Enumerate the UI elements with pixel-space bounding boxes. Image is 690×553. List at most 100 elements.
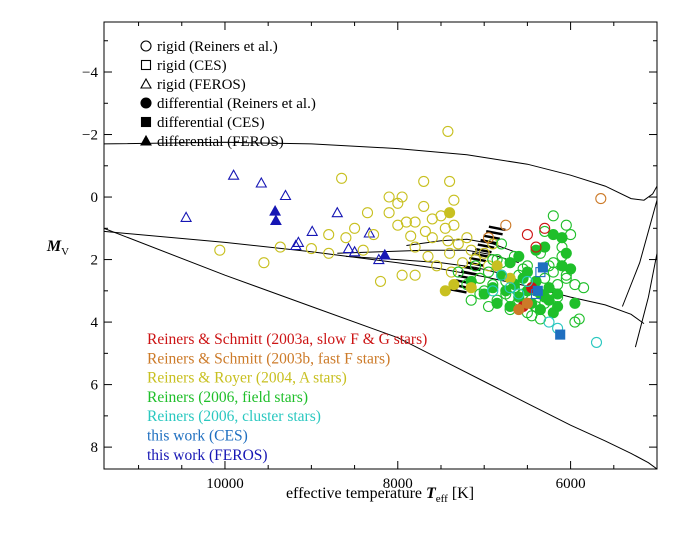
band-stripe <box>477 243 495 249</box>
feros-rigid-point <box>255 176 268 188</box>
rr2004-rigid-point <box>214 244 226 256</box>
cluster-rigid-point <box>521 275 533 287</box>
legend-marker-circle-filled <box>140 97 152 109</box>
r2006-field-rigid-point <box>482 266 495 278</box>
feros-diff-point <box>269 204 282 216</box>
r2006-field-diff-point <box>560 247 572 259</box>
rr2004-rigid-point <box>461 232 473 244</box>
rr2004-rigid-point <box>274 241 286 253</box>
legend-marker-square-filled <box>140 116 152 128</box>
feros-rigid-point <box>342 242 355 254</box>
curve-main-sequence <box>104 227 657 469</box>
rr2004-rigid-point <box>349 222 361 234</box>
y-axis-title-symbol: M <box>46 238 62 255</box>
rr2004-rigid-point <box>431 260 443 272</box>
r2006-field-rigid-point <box>547 210 559 222</box>
rr2004-rigid-point <box>478 247 490 259</box>
cluster-rigid-point <box>504 282 516 294</box>
rr2004-rigid-point <box>405 230 417 242</box>
rr2004-rigid-point <box>396 191 408 203</box>
r2006-field-diff-point <box>491 297 503 309</box>
rs2003b-diff-point <box>513 304 525 316</box>
legend-marker-label: rigid (CES) <box>157 58 227 74</box>
y-tick-label: 8 <box>91 440 99 456</box>
source-legend-ces: this work (CES) <box>147 428 248 445</box>
feros-rigid-point <box>348 245 361 257</box>
r2006-field-diff-point <box>552 288 564 300</box>
rr2004-rigid-point <box>323 229 335 241</box>
feros-rigid-point <box>227 169 240 180</box>
rr2004-rigid-point <box>465 244 477 256</box>
x-axis-title: effective temperature Teff [K] <box>286 485 474 505</box>
r2006-field-rigid-point <box>465 294 477 306</box>
ces-diff-point <box>555 329 566 340</box>
x-axis-title-suffix: [K] <box>448 485 474 502</box>
rs2003b-rigid-point <box>595 193 607 205</box>
r2006-field-rigid-point <box>452 266 464 278</box>
r2006-field-rigid-point <box>578 282 590 294</box>
r2006-field-diff-point <box>534 304 546 316</box>
cluster-rigid-point <box>495 269 508 281</box>
y-axis-title-sub: V <box>61 246 69 258</box>
rr2004-rigid-point <box>426 232 438 244</box>
rr2004-rigid-point <box>457 257 469 269</box>
rr2004-rigid-point <box>340 232 352 244</box>
x-axis-title-symbol: T <box>426 485 437 502</box>
curve-giant-branch-1 <box>621 198 657 307</box>
curve-giant-branch-2 <box>634 253 657 348</box>
y-tick-label: 0 <box>91 190 99 206</box>
rr2004-rigid-point <box>305 243 317 255</box>
rr2004-rigid-point <box>418 200 430 212</box>
rr2004-rigid-point <box>442 125 454 137</box>
legend-marker-label: differential (CES) <box>157 115 265 131</box>
r2006-field-rigid-point <box>560 272 572 284</box>
r2006-field-diff-point <box>487 282 499 294</box>
rr2004-rigid-point <box>426 213 438 225</box>
rr2004-rigid-point <box>452 238 464 250</box>
legend-marker-triangle-filled <box>140 134 152 146</box>
band-stripe <box>460 270 478 276</box>
rr2004-rigid-point <box>418 175 430 187</box>
rr2004-rigid-point <box>409 216 421 228</box>
r2006-field-rigid-point <box>560 219 572 231</box>
x-tick-label: 10000 <box>206 476 244 492</box>
rr2004-diff-point <box>448 279 460 291</box>
feros-rigid-point <box>292 236 305 247</box>
source-legend-r2006field: Reiners (2006, field stars) <box>147 389 308 406</box>
rr2004-rigid-point <box>409 269 421 281</box>
rr2004-rigid-point <box>419 225 431 237</box>
rs2003b-diff-point <box>521 297 533 309</box>
source-legend-rs2003b: Reiners & Schmitt (2003b, fast F stars) <box>147 350 390 367</box>
cluster-rigid-point <box>543 316 555 328</box>
cluster-rigid-point <box>590 336 603 348</box>
rr2004-rigid-point <box>383 191 395 203</box>
rs2003a-rigid-point <box>539 222 551 234</box>
r2006-field-diff-point <box>513 291 525 303</box>
legend-marker-label: rigid (Reiners et al.) <box>157 39 278 55</box>
rr2004-rigid-point <box>258 257 270 269</box>
r2006-field-diff-point <box>521 266 533 278</box>
y-tick-label: 2 <box>91 253 99 269</box>
legend-marker-triangle-open <box>140 77 152 89</box>
rs2003b-rigid-point <box>500 219 512 231</box>
feros-diff-point <box>378 248 391 260</box>
r2006-field-diff-point <box>543 282 555 294</box>
feros-rigid-point <box>279 189 292 201</box>
r2006-field-diff-point <box>504 257 516 269</box>
rr2004-rigid-point <box>422 250 434 262</box>
rr2004-rigid-point <box>336 172 348 184</box>
r2006-field-rigid-point <box>573 313 585 325</box>
legend-marker-label: differential (FEROS) <box>157 134 284 150</box>
feros-rigid-point <box>180 211 193 222</box>
rs2003a-rigid-point <box>530 241 542 253</box>
y-tick-label: 4 <box>91 315 99 331</box>
rr2004-rigid-point <box>361 207 374 219</box>
r2006-field-diff-point <box>543 294 555 306</box>
feros-rigid-point <box>331 206 344 218</box>
legend-marker-square-open <box>140 59 152 71</box>
r2006-field-diff-point <box>552 300 564 313</box>
rr2004-diff-point <box>491 260 503 272</box>
cluster-rigid-point <box>513 288 525 300</box>
r2006-field-diff-point <box>556 232 568 244</box>
